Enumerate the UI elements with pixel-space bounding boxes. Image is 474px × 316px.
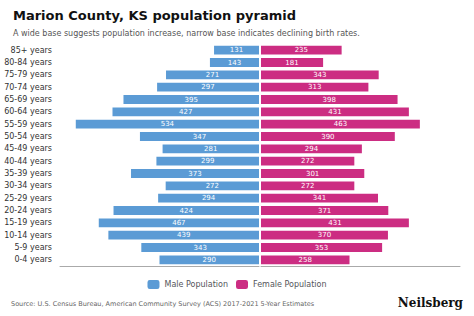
svg-text:343: 343 [193,244,206,252]
svg-text:85+ years: 85+ years [11,46,52,55]
svg-text:40-44 years: 40-44 years [4,157,52,166]
svg-text:313: 313 [308,83,321,91]
svg-text:80-84 years: 80-84 years [4,58,52,67]
svg-text:271: 271 [206,71,219,79]
svg-text:A wide base suggests populatio: A wide base suggests population increase… [13,29,360,38]
svg-text:431: 431 [328,219,341,227]
svg-text:50-54 years: 50-54 years [4,132,52,141]
svg-text:341: 341 [313,194,326,202]
svg-text:65-69 years: 65-69 years [4,95,52,104]
svg-text:0-4 years: 0-4 years [14,255,52,264]
svg-text:181: 181 [285,59,298,67]
svg-text:Female Population: Female Population [253,280,327,289]
svg-text:Source: U.S. Census Bureau, Am: Source: U.S. Census Bureau, American Com… [11,300,315,308]
svg-text:Neilsberg: Neilsberg [398,296,464,310]
svg-text:353: 353 [315,244,328,252]
svg-text:258: 258 [299,256,312,264]
svg-text:Male Population: Male Population [164,280,228,289]
svg-text:131: 131 [230,46,243,54]
svg-text:272: 272 [206,182,219,190]
svg-text:347: 347 [193,133,206,141]
svg-text:534: 534 [161,120,175,128]
svg-text:70-74 years: 70-74 years [4,83,52,92]
svg-text:10-14 years: 10-14 years [4,231,52,240]
svg-text:55-59 years: 55-59 years [4,120,52,129]
svg-text:439: 439 [177,231,190,239]
svg-text:5-9 years: 5-9 years [14,243,52,252]
svg-text:370: 370 [318,231,331,239]
svg-text:424: 424 [180,207,194,215]
svg-text:373: 373 [188,170,201,178]
svg-text:294: 294 [202,194,216,202]
svg-text:301: 301 [306,170,319,178]
svg-text:467: 467 [172,219,185,227]
svg-text:395: 395 [185,96,198,104]
svg-text:272: 272 [301,182,314,190]
svg-text:60-64 years: 60-64 years [4,107,52,116]
svg-text:25-29 years: 25-29 years [4,194,52,203]
svg-text:398: 398 [323,96,336,104]
svg-text:427: 427 [179,108,192,116]
svg-text:297: 297 [201,83,214,91]
svg-text:15-19 years: 15-19 years [4,218,52,227]
svg-text:281: 281 [204,145,217,153]
svg-text:30-34 years: 30-34 years [4,181,52,190]
svg-text:290: 290 [203,256,216,264]
svg-text:35-39 years: 35-39 years [4,169,52,178]
svg-text:431: 431 [328,108,341,116]
svg-text:343: 343 [313,71,326,79]
svg-text:294: 294 [305,145,319,153]
svg-text:463: 463 [334,120,347,128]
svg-text:299: 299 [201,157,214,165]
svg-text:75-79 years: 75-79 years [4,70,52,79]
svg-text:20-24 years: 20-24 years [4,206,52,215]
svg-text:371: 371 [318,207,331,215]
svg-text:272: 272 [301,157,314,165]
svg-text:390: 390 [321,133,334,141]
svg-text:143: 143 [228,59,241,67]
svg-text:235: 235 [295,46,308,54]
svg-text:Marion County, KS population p: Marion County, KS population pyramid [13,8,296,23]
svg-text:45-49 years: 45-49 years [4,144,52,153]
